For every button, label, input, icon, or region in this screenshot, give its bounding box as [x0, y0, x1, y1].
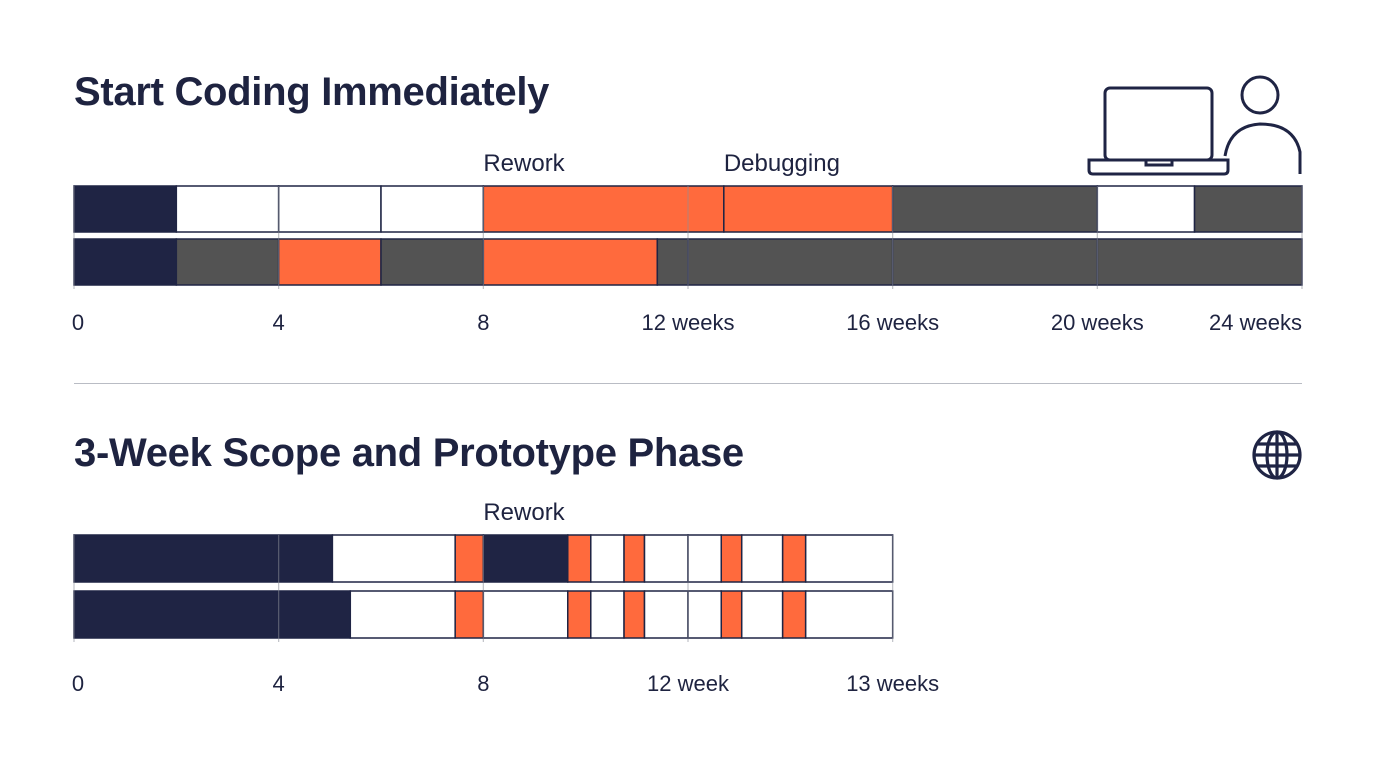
timeline-segment-navy — [73, 238, 178, 286]
timeline-segment-orange — [623, 590, 646, 639]
timeline-segment-gray — [891, 185, 1099, 233]
tick-label: 0 — [72, 310, 84, 335]
timeline-segment-gray — [1193, 185, 1303, 233]
timeline-segment-white — [687, 590, 723, 639]
timeline-segment-orange — [623, 534, 646, 583]
timeline-segment-orange — [482, 238, 659, 286]
timeline-segment-white — [740, 534, 784, 583]
timeline-segment-white — [643, 590, 689, 639]
timeline-segment-white — [331, 534, 456, 583]
timeline-segment-navy — [73, 534, 334, 583]
timeline-segment-gray — [891, 238, 1099, 286]
timeline-segment-navy — [73, 185, 178, 233]
timeline-segment-white — [687, 534, 723, 583]
timeline-segment-orange — [723, 185, 894, 233]
tick-label: 12 weeks — [642, 310, 735, 335]
timeline-segment-white — [643, 534, 689, 583]
annotation-label: Debugging — [724, 150, 840, 177]
tick-label: 4 — [273, 310, 285, 335]
chart-title-start-coding: Start Coding Immediately — [74, 70, 550, 114]
timeline-segment-orange — [567, 590, 592, 639]
timeline-segment-white — [590, 534, 625, 583]
tick-label: 12 week — [647, 671, 730, 696]
timeline-segment-gray — [656, 238, 689, 286]
timeline-segment-gray — [1096, 238, 1303, 286]
timeline-segment-orange — [567, 534, 592, 583]
timeline-segment-orange — [781, 590, 807, 639]
timeline-segment-orange — [454, 534, 485, 583]
timeline-segment-gray — [687, 238, 894, 286]
tick-label: 16 weeks — [846, 310, 939, 335]
timeline-segment-white — [380, 185, 485, 233]
tick-label: 20 weeks — [1051, 310, 1144, 335]
timeline-segment-navy — [482, 534, 569, 583]
laptop-person-icon — [1087, 75, 1302, 176]
timeline-segment-navy — [73, 590, 352, 639]
timeline-segment-white — [277, 185, 382, 233]
tick-label: 8 — [477, 310, 489, 335]
timeline-segment-white — [740, 590, 784, 639]
timeline-segment-white — [349, 590, 456, 639]
timeline-segment-white — [804, 590, 894, 639]
timeline-segment-white — [590, 590, 625, 639]
timeline-segment-orange — [781, 534, 807, 583]
annotation-label: Rework — [483, 499, 565, 526]
timeline-segment-gray — [380, 238, 485, 286]
timeline-segment-orange — [720, 534, 743, 583]
tick-label: 8 — [477, 671, 489, 696]
timeline-segment-orange — [720, 590, 743, 639]
tick-label: 0 — [72, 671, 84, 696]
chart-title-scope-prototype: 3-Week Scope and Prototype Phase — [74, 431, 744, 475]
annotation-label: Rework — [483, 150, 565, 177]
timeline-segment-white — [175, 185, 280, 233]
tick-label: 24 weeks — [1209, 310, 1302, 335]
timeline-segment-white — [1096, 185, 1196, 233]
tick-label: 13 weeks — [846, 671, 939, 696]
timeline-segment-orange — [482, 185, 725, 233]
timeline-segment-white — [482, 590, 569, 639]
timeline-chart-1: Rework Debugging 0 4 8 12 weeks 16 weeks 20 wee… — [72, 150, 1303, 335]
timeline-chart-2: Rework 0 4 8 12 week 13 weeks — [72, 499, 939, 696]
timeline-segment-orange — [454, 590, 485, 639]
timeline-segment-white — [804, 534, 894, 583]
tick-label: 4 — [273, 671, 285, 696]
globe-icon — [1252, 430, 1302, 480]
section-divider — [74, 383, 1302, 384]
timeline-segment-orange — [277, 238, 382, 286]
timeline-segment-gray — [175, 238, 280, 286]
